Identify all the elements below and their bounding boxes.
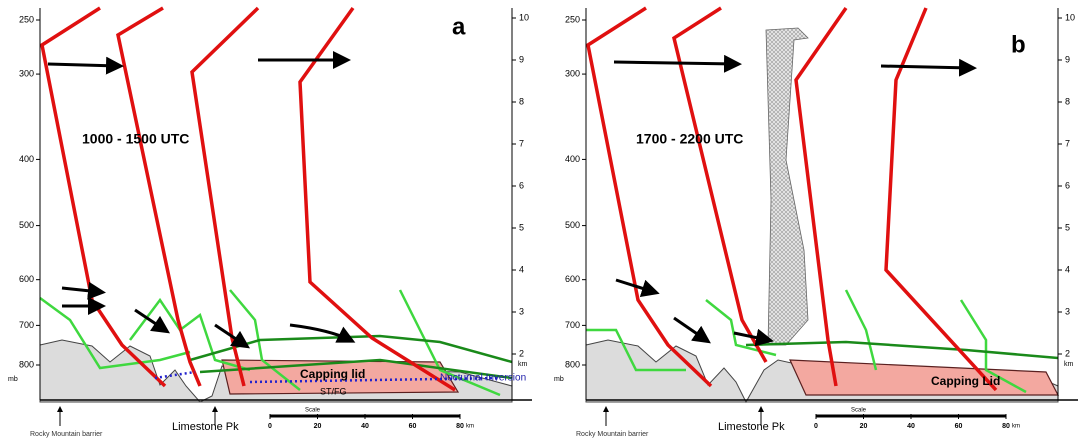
inversion-dots [154,370,196,380]
capping-lid [789,359,1059,396]
barrier-label: Rocky Mountain barrier [30,431,103,438]
height-label: 8 [1065,96,1070,106]
height-label: 8 [519,96,524,106]
green-line [705,299,777,357]
pressure-label: 700 [19,320,34,330]
isentrope [298,6,456,392]
height-label: 9 [1065,54,1070,64]
isentrope [190,6,260,387]
pressure-unit: mb [554,376,564,383]
scale-label: 20 [860,423,868,430]
flow-arrow [733,328,774,347]
isentrope [672,6,768,363]
peak-label: Limestone Pk [172,421,239,433]
annotation-time: 1700 - 2200 UTC [636,131,743,147]
annotation-fog: ST/FG [320,386,347,396]
height-label: 7 [1065,138,1070,148]
panel: 250300400500600700800mb1098765432kmb1700… [554,6,1078,438]
pressure-label: 500 [565,220,580,230]
pressure-label: 250 [19,14,34,24]
scale-label: 60 [955,423,963,430]
height-label: 5 [519,222,524,232]
flow-arrow [47,56,124,75]
isentrope [884,7,998,392]
scale-label: 0 [814,423,818,430]
scale-unit: km [1012,424,1020,430]
height-label: 3 [1065,306,1070,316]
pressure-label: 300 [19,68,34,78]
scale-unit: km [466,424,474,430]
pressure-label: 400 [565,154,580,164]
height-label: 5 [1065,222,1070,232]
panel: 250300400500600700800mb1098765432kma1000… [8,6,532,438]
flow-arrow [673,316,711,344]
height-unit: km [518,361,528,368]
pressure-label: 400 [19,154,34,164]
scale-title: Scale [851,408,867,414]
green-line [129,297,251,372]
pressure-label: 600 [565,274,580,284]
green-line [959,299,1027,394]
scale-label: 20 [314,423,322,430]
scale-label: 80 [456,423,464,430]
annotation-inversion: Nocturnal Inversion [440,373,526,384]
scale-label: 40 [907,423,915,430]
green-line [586,328,686,372]
annotation-label: b [1011,31,1026,58]
height-label: 7 [519,138,524,148]
pressure-label: 250 [565,14,580,24]
green-line [39,296,191,370]
flow-arrow [289,323,356,343]
annotation-capping: Capping Lid [931,374,1000,388]
scale-label: 0 [268,423,272,430]
scale-label: 60 [409,423,417,430]
height-unit: km [1064,361,1074,368]
pressure-label: 700 [565,320,580,330]
pressure-label: 300 [565,68,580,78]
isentrope [794,7,848,387]
green-line [844,289,878,371]
height-label: 9 [519,54,524,64]
height-label: 3 [519,306,524,316]
isentrope [586,6,713,388]
pressure-label: 500 [19,220,34,230]
height-label: 4 [519,264,524,274]
pressure-label: 600 [19,274,34,284]
height-label: 6 [1065,180,1070,190]
cloud-column [765,27,809,346]
green-line [199,358,513,380]
barrier-label: Rocky Mountain barrier [576,431,649,438]
annotation-time: 1000 - 1500 UTC [82,131,189,147]
pressure-unit: mb [8,376,18,383]
peak-label: Limestone Pk [718,421,785,433]
flow-arrow [615,278,660,297]
flow-arrow [880,58,977,77]
isentrope [116,6,202,387]
scale-label: 40 [361,423,369,430]
height-label: 4 [1065,264,1070,274]
pressure-label: 800 [565,359,580,369]
scale-title: Scale [305,408,321,414]
flow-arrow [134,308,170,334]
flow-arrow [61,281,106,300]
height-label: 10 [519,12,529,22]
scale-label: 80 [1002,423,1010,430]
flow-arrow [613,54,742,73]
height-label: 2 [1065,348,1070,358]
annotation-capping: Capping lid [300,367,365,381]
green-line [398,289,501,397]
flow-arrow [214,323,250,349]
height-label: 6 [519,180,524,190]
pressure-label: 800 [19,359,34,369]
height-label: 10 [1065,12,1075,22]
green-line [745,340,1059,360]
inversion-dots [249,376,501,384]
height-label: 2 [519,348,524,358]
annotation-label: a [452,13,466,40]
